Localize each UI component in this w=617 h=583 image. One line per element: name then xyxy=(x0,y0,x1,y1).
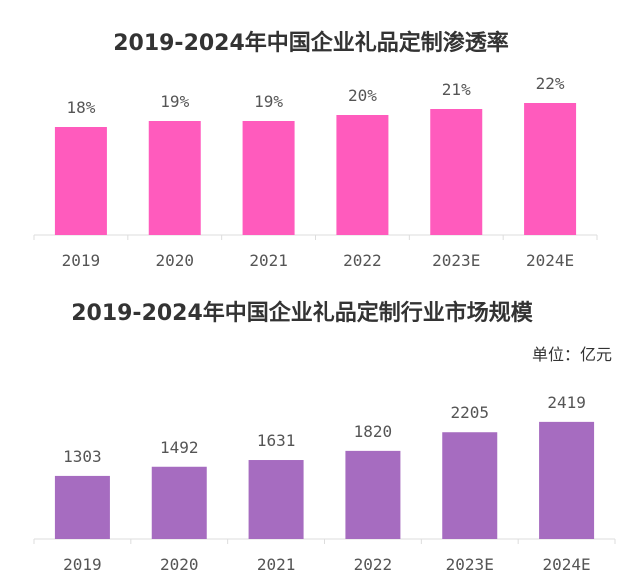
chart1-data-label-2019: 18% xyxy=(66,98,95,117)
chart1-bar-2024E xyxy=(524,103,577,235)
chart2-data-label-2021: 1631 xyxy=(257,431,296,450)
chart1-x-tick-2023E: 2023E xyxy=(432,251,480,270)
chart2-bar-2021 xyxy=(248,460,304,539)
chart2-unit-label: 单位：亿元 xyxy=(532,345,612,364)
chart1-bar-2019 xyxy=(54,127,107,235)
chart1-bar-2023E xyxy=(430,109,483,235)
chart2-bar-2020 xyxy=(151,466,207,539)
chart1-title: 2019-2024年中国企业礼品定制渗透率 xyxy=(113,30,509,56)
chart1-data-label-2024E: 22% xyxy=(536,74,565,93)
chart2-data-label-2019: 1303 xyxy=(63,447,102,466)
chart2-x-tick-2022: 2022 xyxy=(354,555,393,574)
chart2-bar-2024E xyxy=(539,421,595,539)
chart2-x-tick-2020: 2020 xyxy=(160,555,199,574)
chart2-data-label-2023E: 2205 xyxy=(450,403,489,422)
chart2-bar-2023E xyxy=(442,432,498,539)
chart2-bar-2022 xyxy=(345,450,401,539)
chart1-x-tick-2024E: 2024E xyxy=(526,251,574,270)
chart2-data-label-2020: 1492 xyxy=(160,438,199,457)
chart2-bar-2019 xyxy=(54,475,110,539)
chart1-data-label-2022: 20% xyxy=(348,86,377,105)
chart2-x-tick-2023E: 2023E xyxy=(446,555,494,574)
chart1-bar-2021 xyxy=(242,121,295,235)
chart1-data-label-2020: 19% xyxy=(160,92,189,111)
chart1-x-tick-2022: 2022 xyxy=(343,251,382,270)
chart2-data-label-2024E: 2419 xyxy=(547,393,586,412)
chart1-x-tick-2021: 2021 xyxy=(249,251,288,270)
chart1-x-tick-2020: 2020 xyxy=(155,251,194,270)
chart2-x-tick-2019: 2019 xyxy=(63,555,102,574)
chart1-bar-2022 xyxy=(336,115,389,235)
chart1-data-label-2023E: 21% xyxy=(442,80,471,99)
chart2-title: 2019-2024年中国企业礼品定制行业市场规模 xyxy=(71,300,534,326)
chart1-data-label-2021: 19% xyxy=(254,92,283,111)
chart2-x-tick-2024E: 2024E xyxy=(542,555,590,574)
chart2-data-label-2022: 1820 xyxy=(354,422,393,441)
chart1-bar-2020 xyxy=(148,121,201,235)
chart2-x-tick-2021: 2021 xyxy=(257,555,296,574)
chart1-x-tick-2019: 2019 xyxy=(62,251,101,270)
chart1-penetration-rate: 18% 2019 19% 2020 19% 2021 20% 2022 21% 2023E 22% 2… xyxy=(33,74,598,270)
chart2-market-size: 1303 2019 1492 2020 1631 2021 1820 2022 2205 2023… xyxy=(33,393,616,574)
